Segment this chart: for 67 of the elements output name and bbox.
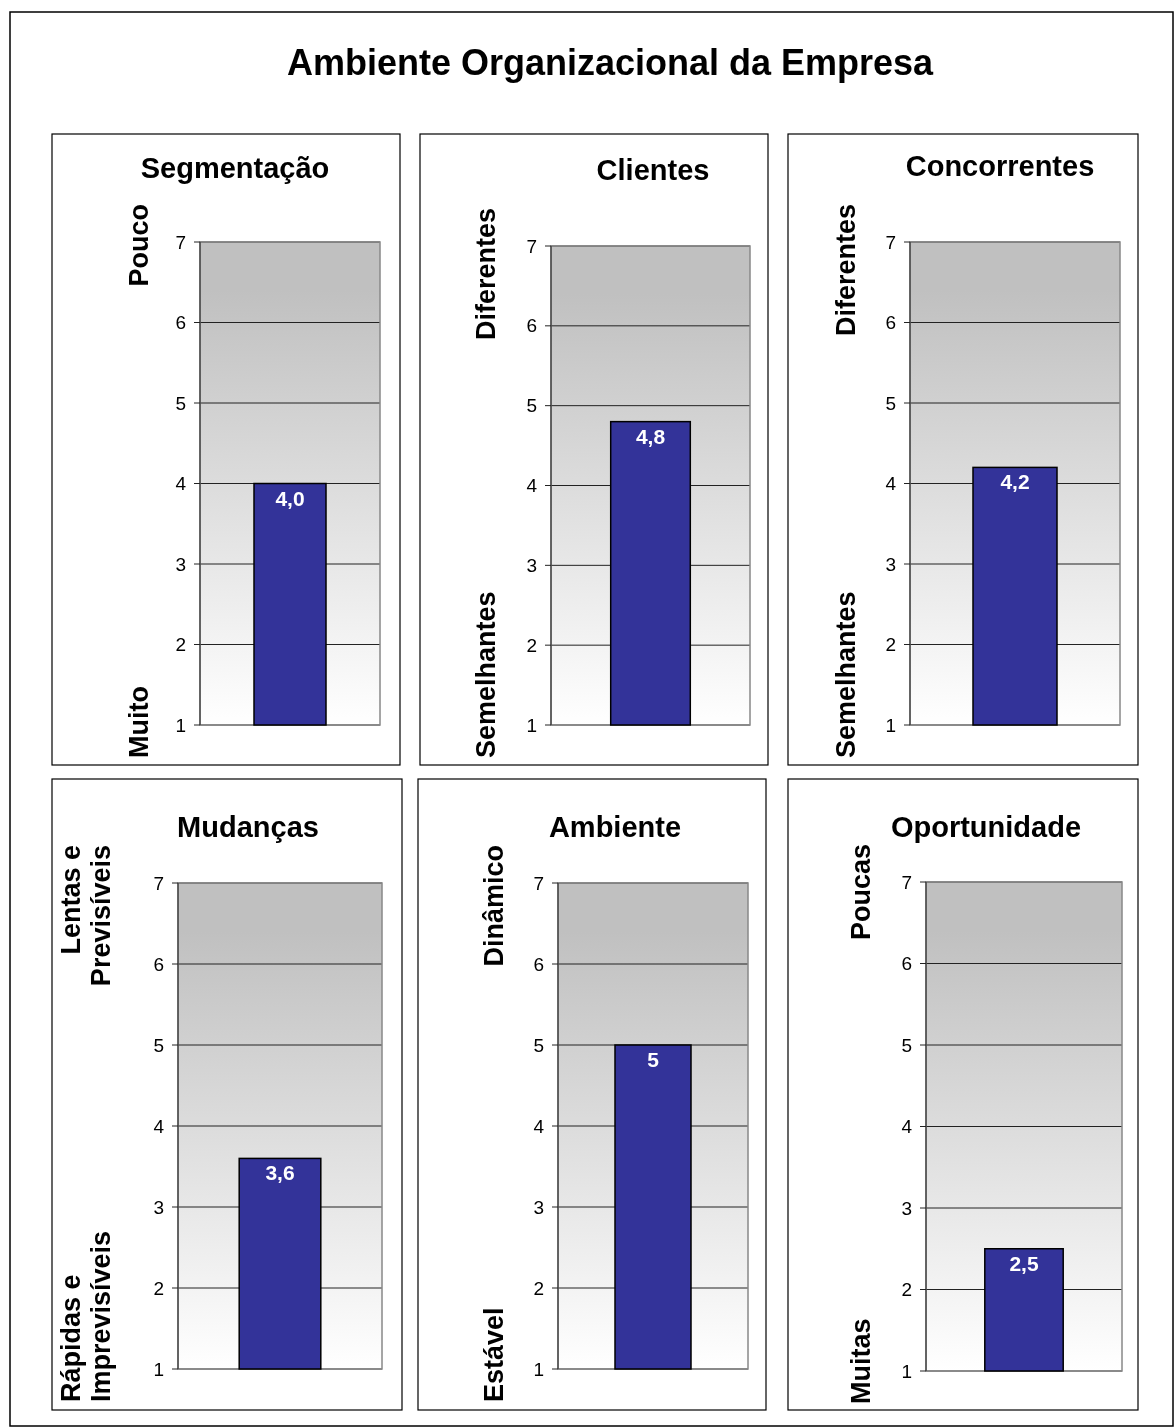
y-tick-label: 5 xyxy=(175,392,186,414)
y-tick-label: 2 xyxy=(885,634,896,656)
y-tick-label: 2 xyxy=(901,1279,912,1301)
text: Muito xyxy=(124,686,154,758)
text: Diferentes xyxy=(831,204,861,337)
chart-title: Mudanças xyxy=(177,811,319,843)
y-tick-label: 4 xyxy=(175,473,187,495)
y-tick-label: 2 xyxy=(175,634,186,656)
y-tick-label: 5 xyxy=(901,1034,912,1056)
chart-title: Oportunidade xyxy=(890,811,1082,843)
y-tick-label: 4 xyxy=(901,1116,913,1138)
chart-title: Concorrentes xyxy=(905,150,1095,182)
text: Semelhantes xyxy=(831,591,861,758)
text: Muitas xyxy=(846,1318,876,1404)
y-tick-label: 7 xyxy=(901,871,912,893)
chart-title: Clientes xyxy=(596,154,710,186)
data-label: 5 xyxy=(647,1048,660,1071)
y-tick-label: 1 xyxy=(175,714,186,736)
y-tick-label: 4 xyxy=(526,475,538,497)
y-tick-label: 6 xyxy=(533,953,544,975)
y-tick-label: 7 xyxy=(175,231,186,253)
y-tick-label: 5 xyxy=(533,1034,544,1056)
y-tick-label: 2 xyxy=(526,634,537,656)
y-tick-label: 5 xyxy=(885,392,896,414)
data-label: 2,5 xyxy=(1009,1251,1039,1275)
y-tick-label: 7 xyxy=(885,231,896,253)
y-tick-label: 6 xyxy=(901,953,912,975)
text: Estável xyxy=(479,1307,509,1402)
text: Pouco xyxy=(124,204,154,287)
text: Ambiente Organizacional da Empresa xyxy=(286,42,935,83)
y-tick-label: 4 xyxy=(153,1115,165,1137)
y-tick-label: 1 xyxy=(526,714,537,736)
text: Semelhantes xyxy=(471,591,501,758)
y-tick-label: 1 xyxy=(533,1358,544,1380)
y-tick-label: 1 xyxy=(153,1358,164,1380)
y-tick-label: 1 xyxy=(885,714,896,736)
y-tick-label: 3 xyxy=(526,554,537,576)
chart-title: Segmentação xyxy=(140,152,330,184)
y-tick-label: 7 xyxy=(533,872,544,894)
chart-title: Ambiente xyxy=(548,811,682,843)
text: Rápidas e Imprevisíveis xyxy=(56,1230,116,1402)
y-tick-label: 3 xyxy=(885,553,896,575)
text: Poucas xyxy=(846,844,876,941)
y-tick-label: 7 xyxy=(526,235,537,257)
data-label: 4,2 xyxy=(1000,470,1030,494)
data-label: 3,6 xyxy=(265,1161,295,1185)
y-tick-label: 1 xyxy=(901,1360,912,1382)
data-label: 4,8 xyxy=(635,424,666,448)
y-tick-label: 5 xyxy=(526,395,537,417)
y-tick-label: 6 xyxy=(153,953,164,975)
y-tick-label: 3 xyxy=(533,1196,544,1218)
y-tick-label: 2 xyxy=(533,1277,544,1299)
y-tick-label: 6 xyxy=(885,312,896,334)
text: Diferentes xyxy=(471,208,501,341)
y-tick-label: 6 xyxy=(175,312,186,334)
y-tick-label: 6 xyxy=(526,315,537,337)
y-tick-label: 4 xyxy=(885,473,897,495)
y-tick-label: 4 xyxy=(533,1115,545,1137)
data-label: 4,0 xyxy=(275,486,305,510)
y-tick-label: 3 xyxy=(175,553,186,575)
y-tick-label: 2 xyxy=(153,1277,164,1299)
y-tick-label: 3 xyxy=(153,1196,164,1218)
text: Lentas e Previsíveis xyxy=(56,845,116,987)
y-tick-label: 3 xyxy=(901,1197,912,1219)
y-tick-label: 7 xyxy=(153,872,164,894)
y-tick-label: 5 xyxy=(153,1034,164,1056)
text: Dinâmico xyxy=(479,845,509,967)
